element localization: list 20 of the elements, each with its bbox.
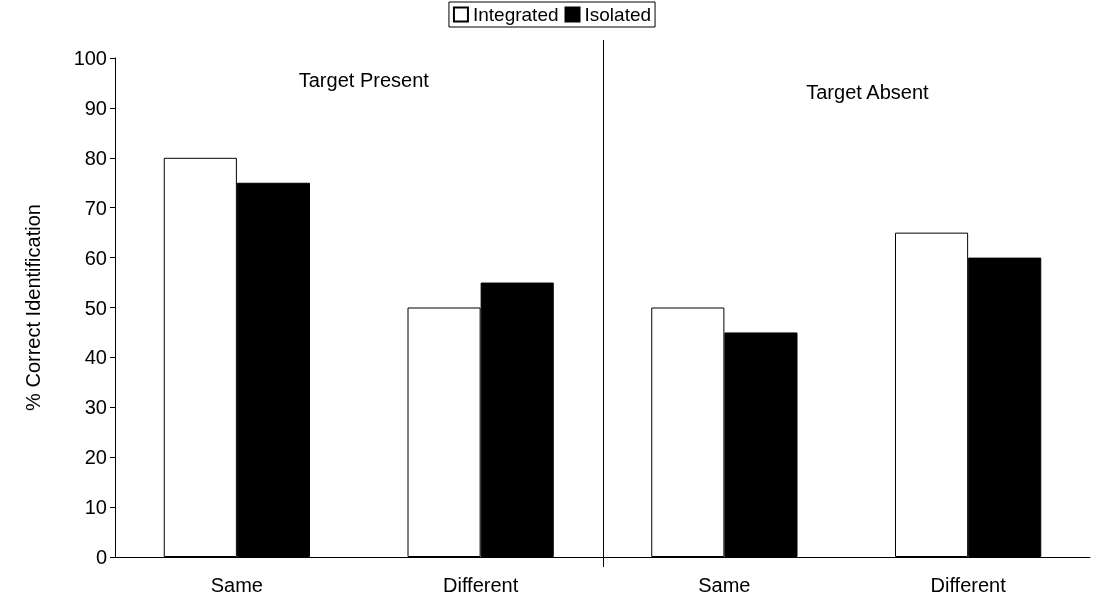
- y-tick-label: 60: [84, 246, 107, 269]
- y-tick-label: 70: [84, 196, 107, 219]
- x-tick-label: Different: [443, 574, 519, 595]
- y-tick-label: 10: [84, 496, 107, 519]
- y-tick-label: 80: [84, 146, 107, 169]
- y-axis-title: % Correct Identification: [22, 204, 44, 411]
- x-tick-label: Same: [210, 574, 263, 595]
- legend-label: Isolated: [584, 4, 652, 25]
- x-tick-label: Different: [930, 574, 1007, 595]
- annotation: Target Present: [298, 69, 430, 91]
- y-tick-label: 50: [84, 296, 107, 319]
- x-tick-label: Same: [698, 574, 751, 595]
- y-tick-label: 20: [84, 446, 107, 469]
- legend-label: Integrated: [472, 4, 559, 25]
- y-tick-label: 40: [84, 346, 107, 369]
- y-tick-label: 100: [73, 47, 107, 69]
- y-tick-label: 90: [84, 96, 107, 119]
- y-tick-label: 30: [84, 396, 107, 419]
- annotation: Target Absent: [806, 81, 929, 103]
- y-tick-label: 0: [95, 546, 107, 568]
